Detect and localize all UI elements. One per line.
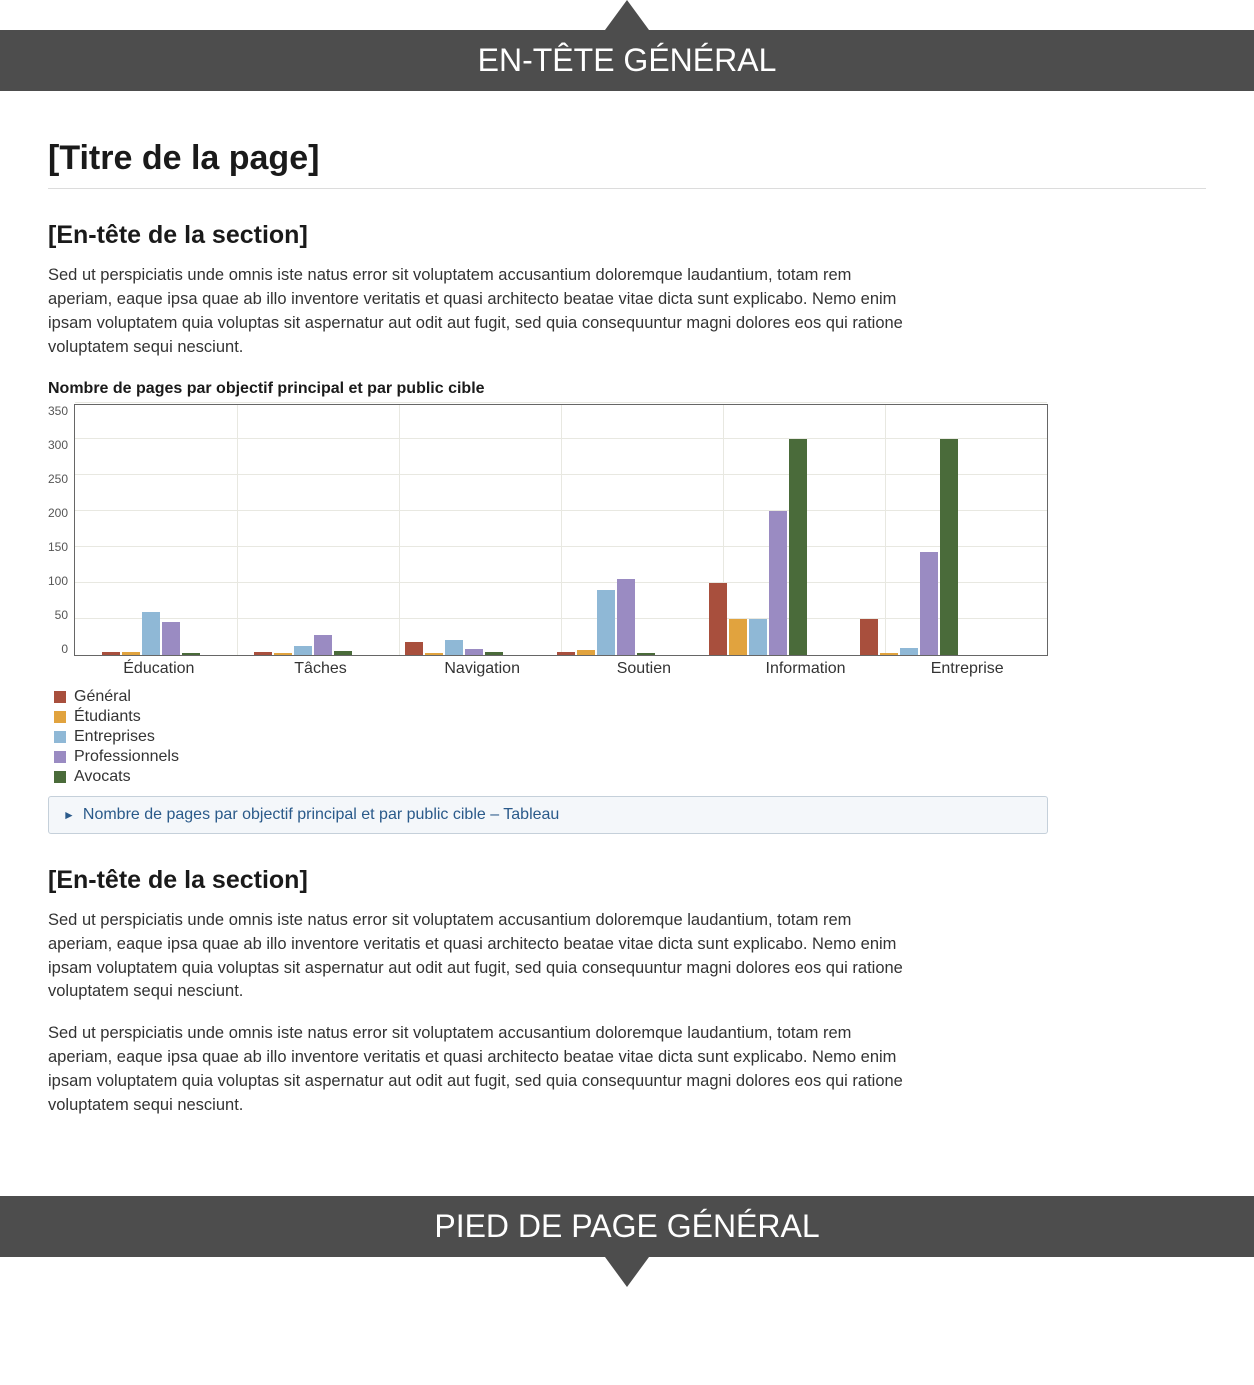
chart-bar xyxy=(900,648,918,655)
x-tick-label: Soutien xyxy=(563,656,725,678)
chart-bar xyxy=(182,653,200,655)
legend-swatch xyxy=(54,711,66,723)
chart-vertical-separator xyxy=(399,405,400,655)
legend-item: Étudiants xyxy=(54,708,1048,726)
legend-swatch xyxy=(54,751,66,763)
chart-bar xyxy=(637,653,655,655)
arrow-up-icon xyxy=(605,0,649,30)
legend-label: Général xyxy=(74,688,131,706)
chart-bar xyxy=(789,439,807,655)
x-tick-label: Éducation xyxy=(78,656,240,678)
y-tick-label: 150 xyxy=(48,540,68,554)
chart-bar xyxy=(314,635,332,655)
chart-bar xyxy=(254,652,272,655)
chart-legend: Général Étudiants Entreprises Professionnel… xyxy=(54,688,1048,786)
section2-paragraph2: Sed ut perspiciatis unde omnis iste natu… xyxy=(48,1022,908,1118)
global-header: EN-TÊTE GÉNÉRAL xyxy=(0,30,1254,91)
chart-bar xyxy=(334,651,352,655)
y-tick-label: 100 xyxy=(48,574,68,588)
legend-label: Étudiants xyxy=(74,708,141,726)
legend-item: Entreprises xyxy=(54,728,1048,746)
chart-bar xyxy=(294,646,312,655)
chart-bar xyxy=(465,649,483,655)
chart-vertical-separator xyxy=(561,405,562,655)
section2-heading: [En-tête de la section] xyxy=(48,866,1206,895)
chart-bar xyxy=(405,642,423,655)
y-tick-label: 200 xyxy=(48,506,68,520)
section1-paragraph: Sed ut perspiciatis unde omnis iste natu… xyxy=(48,264,908,360)
chart-bar xyxy=(860,619,878,655)
chart-vertical-separator xyxy=(885,405,886,655)
chart-bar xyxy=(122,652,140,655)
chart-bar xyxy=(729,619,747,655)
page-content: [Titre de la page] [En-tête de la sectio… xyxy=(0,91,1254,1196)
chart-bar xyxy=(557,652,575,655)
page-title: [Titre de la page] xyxy=(48,139,1206,189)
legend-item: Professionnels xyxy=(54,748,1048,766)
chart-bar xyxy=(617,579,635,655)
y-tick-label: 0 xyxy=(61,642,68,656)
y-tick-label: 350 xyxy=(48,404,68,418)
section2-paragraph1: Sed ut perspiciatis unde omnis iste natu… xyxy=(48,909,908,1005)
chart-bar xyxy=(425,653,443,655)
chart-bar xyxy=(709,583,727,655)
chart-plot-area xyxy=(74,404,1048,656)
chart-bar xyxy=(920,552,938,654)
global-footer: PIED DE PAGE GÉNÉRAL xyxy=(0,1196,1254,1257)
table-expander-label: Nombre de pages par objectif principal e… xyxy=(83,806,559,824)
legend-swatch xyxy=(54,771,66,783)
y-tick-label: 50 xyxy=(55,608,68,622)
y-tick-label: 300 xyxy=(48,438,68,452)
chart-x-axis: ÉducationTâchesNavigationSoutienInformat… xyxy=(78,656,1048,678)
x-tick-label: Entreprise xyxy=(886,656,1048,678)
x-tick-label: Information xyxy=(725,656,887,678)
legend-swatch xyxy=(54,691,66,703)
legend-label: Avocats xyxy=(74,768,131,786)
chart-bar xyxy=(162,622,180,654)
arrow-down-icon xyxy=(605,1257,649,1287)
global-header-text: EN-TÊTE GÉNÉRAL xyxy=(478,42,777,78)
legend-item: Général xyxy=(54,688,1048,706)
legend-item: Avocats xyxy=(54,768,1048,786)
y-tick-label: 250 xyxy=(48,472,68,486)
chart-bar xyxy=(749,619,767,655)
chart-gridline xyxy=(75,402,1047,403)
chart-bar xyxy=(445,640,463,654)
x-tick-label: Navigation xyxy=(401,656,563,678)
legend-label: Professionnels xyxy=(74,748,179,766)
chart-bar xyxy=(485,652,503,655)
x-tick-label: Tâches xyxy=(240,656,402,678)
chart-bar xyxy=(940,439,958,655)
chart-bar xyxy=(102,652,120,655)
chart-bar xyxy=(274,653,292,655)
legend-swatch xyxy=(54,731,66,743)
chart-vertical-separator xyxy=(237,405,238,655)
legend-label: Entreprises xyxy=(74,728,155,746)
chart-bar xyxy=(769,511,787,655)
global-footer-text: PIED DE PAGE GÉNÉRAL xyxy=(434,1208,819,1244)
chart-block: Nombre de pages par objectif principal e… xyxy=(48,380,1048,834)
chart-title: Nombre de pages par objectif principal e… xyxy=(48,380,1048,398)
section1-heading: [En-tête de la section] xyxy=(48,221,1206,250)
chart-bar xyxy=(597,590,615,655)
chart-y-axis: 350 300 250 200 150 100 50 0 xyxy=(48,404,74,656)
triangle-right-icon: ► xyxy=(63,808,75,822)
chart-bar xyxy=(142,612,160,655)
chart-bar xyxy=(880,653,898,655)
table-expander[interactable]: ► Nombre de pages par objectif principal… xyxy=(48,796,1048,834)
chart-bar xyxy=(577,650,595,654)
